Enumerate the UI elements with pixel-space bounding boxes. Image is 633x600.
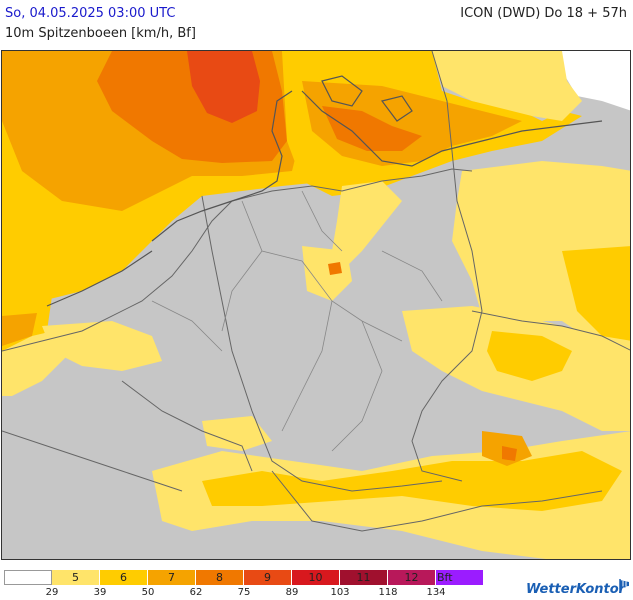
legend-class-calm [4,570,52,585]
legend-unit-bft: Bft [436,570,484,585]
legend-threshold: 103 [330,587,350,598]
legend-class-bf7: 7 [148,570,196,585]
legend-threshold: 75 [237,587,251,598]
legend-threshold: 134 [426,587,446,598]
legend-class-bf11: 11 [340,570,388,585]
windsock-icon [619,579,629,593]
country-borders [2,51,630,532]
legend-class-bf12: 12 [388,570,436,585]
gust-area-northeast-bf5 [432,51,582,121]
model-run-label: ICON (DWD) Do 18 + 57h [460,6,627,21]
legend-threshold: 50 [141,587,155,598]
legend-class-bf5: 5 [52,570,100,585]
coastlines [46,75,603,307]
state-borders [151,190,443,452]
gust-area-alps-bf8 [502,446,517,461]
legend-threshold: 29 [45,587,59,598]
legend-threshold: 39 [93,587,107,598]
wind-gust-map [1,50,631,560]
wetterkontor-logo[interactable]: WetterKontor [526,582,626,597]
gust-area-alps-bf6 [202,451,622,511]
legend-class-bf8: 8 [196,570,244,585]
legend-threshold: 89 [285,587,299,598]
gust-area-westcoast-bf7 [2,313,37,346]
legend-class-bf9: 9 [244,570,292,585]
gust-area-central-bf7 [328,262,342,275]
legend-thresholds: 29 39 50 62 75 89 103 118 134 [4,587,504,599]
legend-class-bf6: 6 [100,570,148,585]
legend-class-bf10: 10 [292,570,340,585]
legend-threshold: 62 [189,587,203,598]
forecast-valid-time: So, 04.05.2025 03:00 UTC [5,6,176,21]
gust-area-central-bf5b [302,246,352,301]
gust-area-northsea-bf9 [187,51,260,123]
gust-area-bohemia-bf6 [487,331,572,381]
legend-threshold: 118 [378,587,398,598]
color-legend: 5 6 7 8 9 10 11 12 Bft [4,570,484,585]
calm-area-northeast [562,51,630,111]
gust-area-central-bf5 [332,181,402,266]
gust-area-southwest-bf5 [202,416,272,451]
parameter-title: 10m Spitzenboeen [km/h, Bf] [5,26,196,41]
gust-area-baltic-bf8 [322,106,422,151]
gust-area-east-bf6 [562,246,630,341]
map-canvas [2,51,630,559]
